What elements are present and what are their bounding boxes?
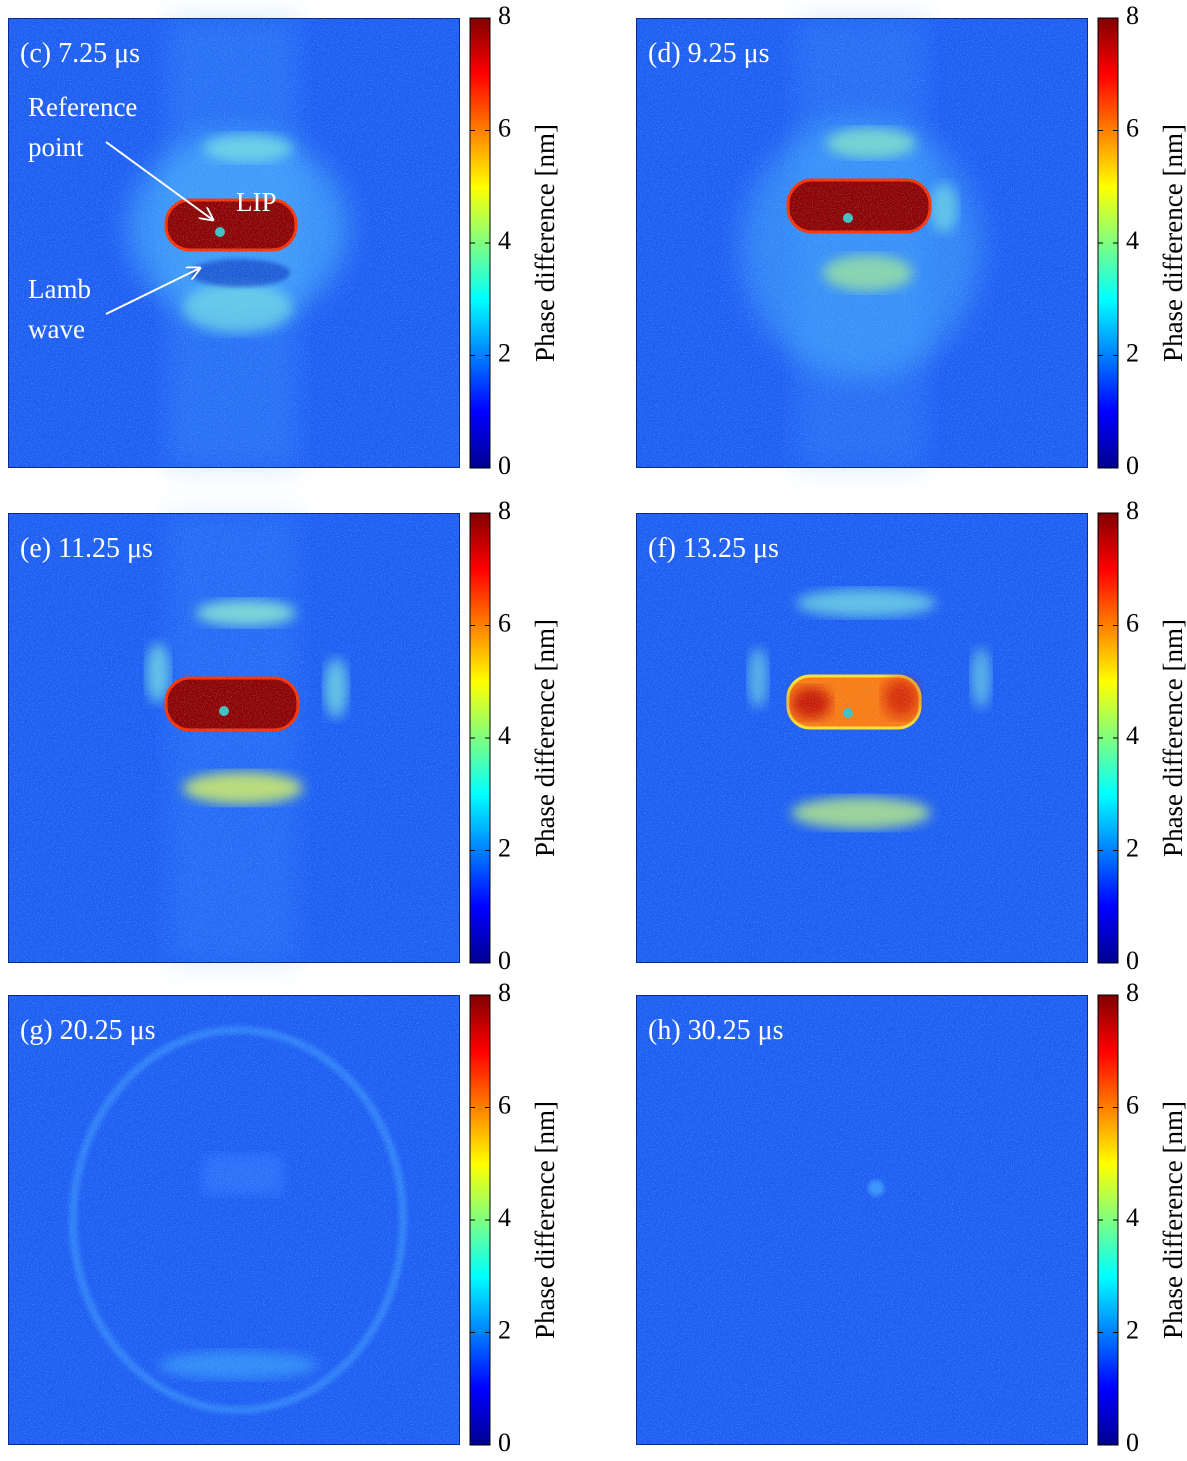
tick-label: 0 xyxy=(498,1428,511,1456)
tick-label: 2 xyxy=(498,338,511,367)
tick-label: 8 xyxy=(498,496,511,525)
speckle xyxy=(8,995,460,1445)
phase-image xyxy=(636,18,1088,468)
annotations: Reference point LIP Lamb wave xyxy=(28,92,277,344)
speckle xyxy=(8,18,460,468)
panel-label: (f) 13.25 μs xyxy=(648,533,779,564)
tick-label: 4 xyxy=(1126,721,1139,750)
panel-label: (h) 30.25 μs xyxy=(648,1015,784,1046)
tick-label: 2 xyxy=(1126,338,1139,367)
tick-label: 8 xyxy=(498,978,511,1007)
arrow xyxy=(105,141,213,220)
tick-label: 6 xyxy=(1126,1090,1139,1119)
image-frame xyxy=(8,995,460,1445)
tick-label: 2 xyxy=(1126,833,1139,862)
tick-label: 6 xyxy=(498,1090,511,1119)
arrow xyxy=(105,268,200,315)
panel: (f) 13.25 μs 0 2 4 6 8 Phase difference [nm] xyxy=(636,496,1187,975)
annotation: Reference xyxy=(28,92,137,122)
tick-label: 0 xyxy=(1126,946,1139,975)
annotation: point xyxy=(28,132,84,162)
tick-label: 4 xyxy=(498,226,511,255)
speckle xyxy=(8,513,460,963)
tick-label: 4 xyxy=(498,1203,511,1232)
tick-label: 8 xyxy=(1126,1,1139,30)
tick-label: 6 xyxy=(498,608,511,637)
panel: (g) 20.25 μs 0 2 4 6 8 Phase difference [nm] xyxy=(8,978,560,1457)
tick-label: 2 xyxy=(498,1315,511,1344)
tick-label: 8 xyxy=(1126,496,1139,525)
panel: (e) 11.25 μs 0 2 4 6 8 Phase difference [nm] xyxy=(8,496,560,975)
tick-label: 6 xyxy=(498,113,511,142)
tick-label: 6 xyxy=(1126,113,1139,142)
tick-label: 0 xyxy=(1126,1428,1139,1456)
tick-label: 2 xyxy=(498,833,511,862)
speckle xyxy=(636,513,1088,963)
panel-label: (g) 20.25 μs xyxy=(20,1015,156,1046)
tick-label: 4 xyxy=(1126,226,1139,255)
tick-label: 8 xyxy=(498,1,511,30)
speckle xyxy=(636,18,1088,468)
colorbar-label: Phase difference [nm] xyxy=(1158,124,1187,362)
panel-label: (c) 7.25 μs xyxy=(20,38,140,69)
speckle xyxy=(636,995,1088,1445)
panel-label: (e) 11.25 μs xyxy=(20,533,153,564)
image-frame xyxy=(636,513,1088,963)
colorbar-label: Phase difference [nm] xyxy=(1158,619,1187,857)
annotation: Lamb xyxy=(28,274,91,304)
panel: (d) 9.25 μs 0 2 4 6 8 Phase difference [nm] xyxy=(636,1,1187,480)
phase-image xyxy=(636,995,1088,1445)
phase-image xyxy=(8,995,460,1445)
tick-label: 0 xyxy=(1126,451,1139,480)
panel-label: (d) 9.25 μs xyxy=(648,38,770,69)
phase-image xyxy=(8,513,460,963)
image-frame xyxy=(636,18,1088,468)
phase-image xyxy=(8,18,460,468)
annotation: wave xyxy=(28,314,85,344)
tick-label: 4 xyxy=(1126,1203,1139,1232)
phase-image xyxy=(636,513,1088,963)
image-frame xyxy=(8,513,460,963)
tick-label: 6 xyxy=(1126,608,1139,637)
tick-label: 2 xyxy=(1126,1315,1139,1344)
panel: (h) 30.25 μs 0 2 4 6 8 Phase difference [nm] xyxy=(636,978,1187,1457)
colorbar-label: Phase difference [nm] xyxy=(530,124,560,362)
colorbar-label: Phase difference [nm] xyxy=(530,619,560,857)
tick-label: 0 xyxy=(498,946,511,975)
tick-label: 8 xyxy=(1126,978,1139,1007)
tick-label: 4 xyxy=(498,721,511,750)
image-frame xyxy=(8,18,460,468)
colorbar-label: Phase difference [nm] xyxy=(1158,1101,1187,1339)
panel: (c) 7.25 μs 0 2 4 6 8 Phase difference [nm] Ref… xyxy=(8,1,560,480)
image-frame xyxy=(636,995,1088,1445)
colorbar-label: Phase difference [nm] xyxy=(530,1101,560,1339)
tick-label: 0 xyxy=(498,451,511,480)
annotation: LIP xyxy=(236,187,277,217)
